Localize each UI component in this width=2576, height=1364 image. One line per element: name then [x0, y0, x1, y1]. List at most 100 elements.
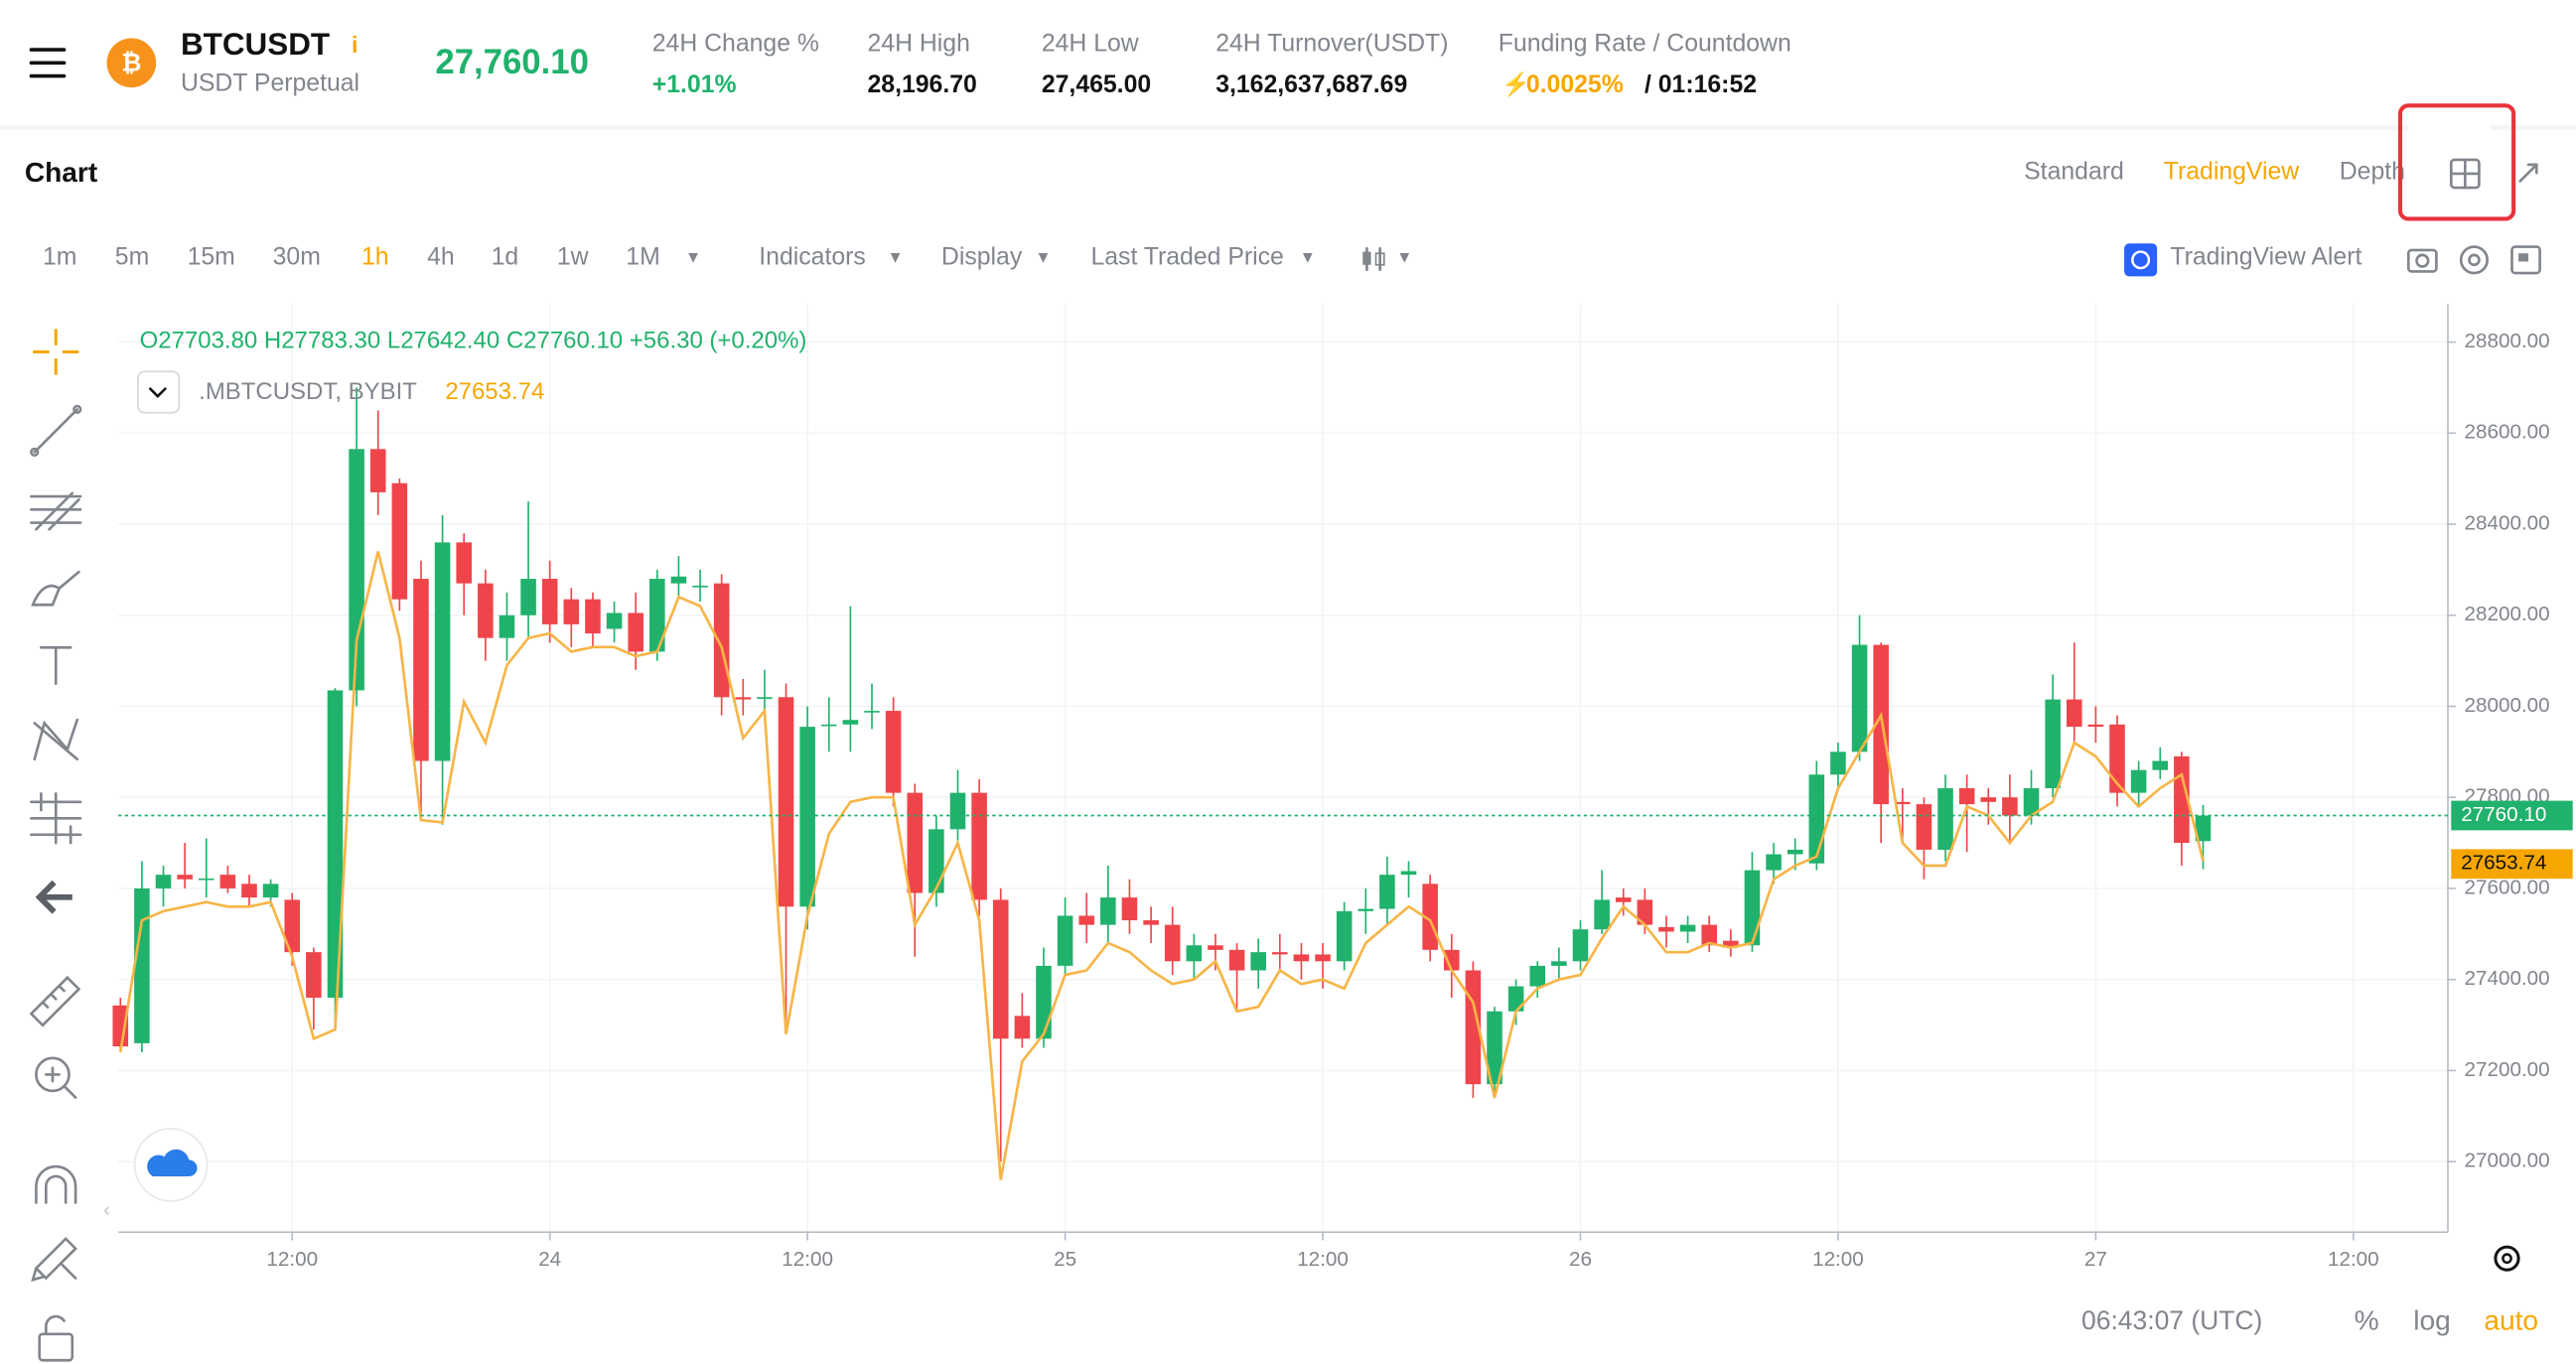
candle-body	[2045, 699, 2061, 789]
alert-icon[interactable]	[2124, 243, 2158, 277]
text-tool[interactable]	[40, 645, 72, 685]
last-price-tag	[2451, 800, 2573, 831]
legend-close: C27760.10	[506, 328, 623, 354]
settings-icon[interactable]	[2459, 245, 2489, 275]
ruler-tool[interactable]	[29, 975, 81, 1027]
interval-button[interactable]: 1h	[361, 244, 389, 271]
menu[interactable]: Last Traded Price	[1090, 244, 1283, 271]
interval-button[interactable]: 4h	[427, 244, 455, 271]
measure-tool[interactable]	[30, 792, 82, 845]
lock-tool[interactable]	[38, 1314, 74, 1362]
legend-open: O27703.80	[140, 328, 258, 354]
interval-button[interactable]: 1m	[43, 244, 76, 271]
candle-body	[2023, 788, 2040, 816]
caret: ▼	[887, 248, 903, 267]
stat-label: 24H Change %	[652, 31, 819, 58]
lock-drawing-tool[interactable]	[31, 1236, 77, 1283]
candle-body	[478, 583, 494, 638]
x-tick-label: 24	[538, 1248, 561, 1271]
candle-body	[907, 792, 924, 893]
interval-button[interactable]: 30m	[273, 244, 321, 271]
interval-button[interactable]: 1d	[492, 244, 519, 271]
candle-body	[1958, 788, 1975, 805]
candle-body	[219, 875, 236, 888]
layout-icon[interactable]	[2449, 158, 2481, 190]
zoom-tool[interactable]	[35, 1056, 77, 1099]
magnet-tool[interactable]	[35, 1164, 77, 1204]
interval-button[interactable]: 15m	[188, 244, 235, 271]
candle-body	[1572, 929, 1589, 962]
legend-toggle[interactable]	[137, 370, 181, 414]
fib-tool[interactable]	[30, 491, 82, 531]
candle-body	[1594, 899, 1610, 930]
candle-body	[369, 449, 386, 492]
menu[interactable]: Indicators	[759, 244, 866, 271]
symbol[interactable]: BTCUSDT	[181, 27, 330, 62]
interval-button[interactable]: 5m	[115, 244, 149, 271]
last-price: 27,760.10	[435, 44, 589, 81]
view-tab[interactable]: TradingView	[2164, 159, 2300, 186]
candle-body	[1487, 1011, 1503, 1085]
menu[interactable]: Display	[941, 244, 1023, 271]
candle-body	[649, 579, 665, 652]
collapse-arrow[interactable]: ‹	[103, 1199, 110, 1221]
candle-body	[2130, 769, 2147, 793]
candle-body	[2087, 724, 2104, 728]
index-name: .MBTCUSDT, BYBIT	[199, 378, 417, 405]
candle-body	[1701, 924, 1717, 946]
axis-settings[interactable]	[2494, 1245, 2520, 1272]
candle-body	[585, 599, 601, 634]
svg-text:₿: ₿	[121, 51, 141, 77]
alert-icon-clock	[2131, 250, 2151, 270]
menu-icon[interactable]	[29, 48, 67, 78]
header-divider	[0, 125, 2576, 131]
y-tick-label: 27000.00	[2465, 1150, 2550, 1172]
index-value: 27653.74	[445, 378, 544, 405]
hide-tool[interactable]	[35, 880, 72, 914]
candle-body	[1400, 871, 1417, 876]
crosshair-tool[interactable]	[33, 329, 79, 375]
stat-label: 24H Turnover(USDT)	[1216, 31, 1448, 58]
candle-body	[992, 899, 1009, 1039]
interval-button[interactable]: 1M	[626, 244, 659, 271]
candle-body	[692, 585, 708, 588]
info-icon[interactable]: i	[352, 32, 358, 58]
brush-tool[interactable]	[31, 570, 80, 607]
candle-body	[1830, 751, 1846, 775]
pattern-tool[interactable]	[33, 718, 79, 761]
trendline-tool[interactable]	[30, 404, 82, 458]
candle-body	[1164, 924, 1181, 962]
candle-body	[1980, 797, 1997, 802]
scale-option[interactable]: log	[2413, 1305, 2451, 1336]
x-tick-label: 26	[1569, 1248, 1592, 1271]
candle-body	[1379, 875, 1395, 909]
scale-option[interactable]: auto	[2484, 1305, 2538, 1336]
legend-low: L27642.40	[387, 328, 500, 354]
candle-body	[1014, 1016, 1031, 1039]
y-tick-label: 28400.00	[2465, 511, 2550, 534]
candle-body	[1916, 804, 1932, 850]
fullscreen-icon[interactable]	[2510, 245, 2541, 275]
candle-body	[1658, 926, 1674, 932]
expand-icon[interactable]	[2518, 163, 2538, 183]
alert-button[interactable]: TradingView Alert	[2170, 244, 2361, 271]
interval-button[interactable]: 1w	[557, 244, 589, 271]
x-tick-label: 12:00	[266, 1248, 318, 1271]
candle-body	[520, 579, 536, 615]
view-tab[interactable]: Standard	[2024, 159, 2124, 186]
candle-body	[670, 576, 687, 584]
chart-type-icon[interactable]: ▼	[1362, 246, 1413, 272]
candle-body	[1787, 849, 1803, 855]
legend: O27703.80 H27783.30 L27642.40 C27760.10 …	[140, 328, 807, 354]
candle-body	[757, 697, 773, 699]
camera-icon[interactable]	[2406, 248, 2438, 273]
candle-body	[1551, 961, 1567, 966]
y-tick-label: 28600.00	[2465, 421, 2550, 444]
stat-value: 28,196.70	[867, 71, 976, 98]
caret: ▼	[685, 248, 701, 267]
scale-option[interactable]: %	[2355, 1305, 2379, 1336]
candle-body	[1766, 854, 1782, 871]
view-tab[interactable]: Depth	[2340, 159, 2405, 186]
candle-body	[327, 690, 344, 999]
x-tick-label: 12:00	[1812, 1248, 1864, 1271]
